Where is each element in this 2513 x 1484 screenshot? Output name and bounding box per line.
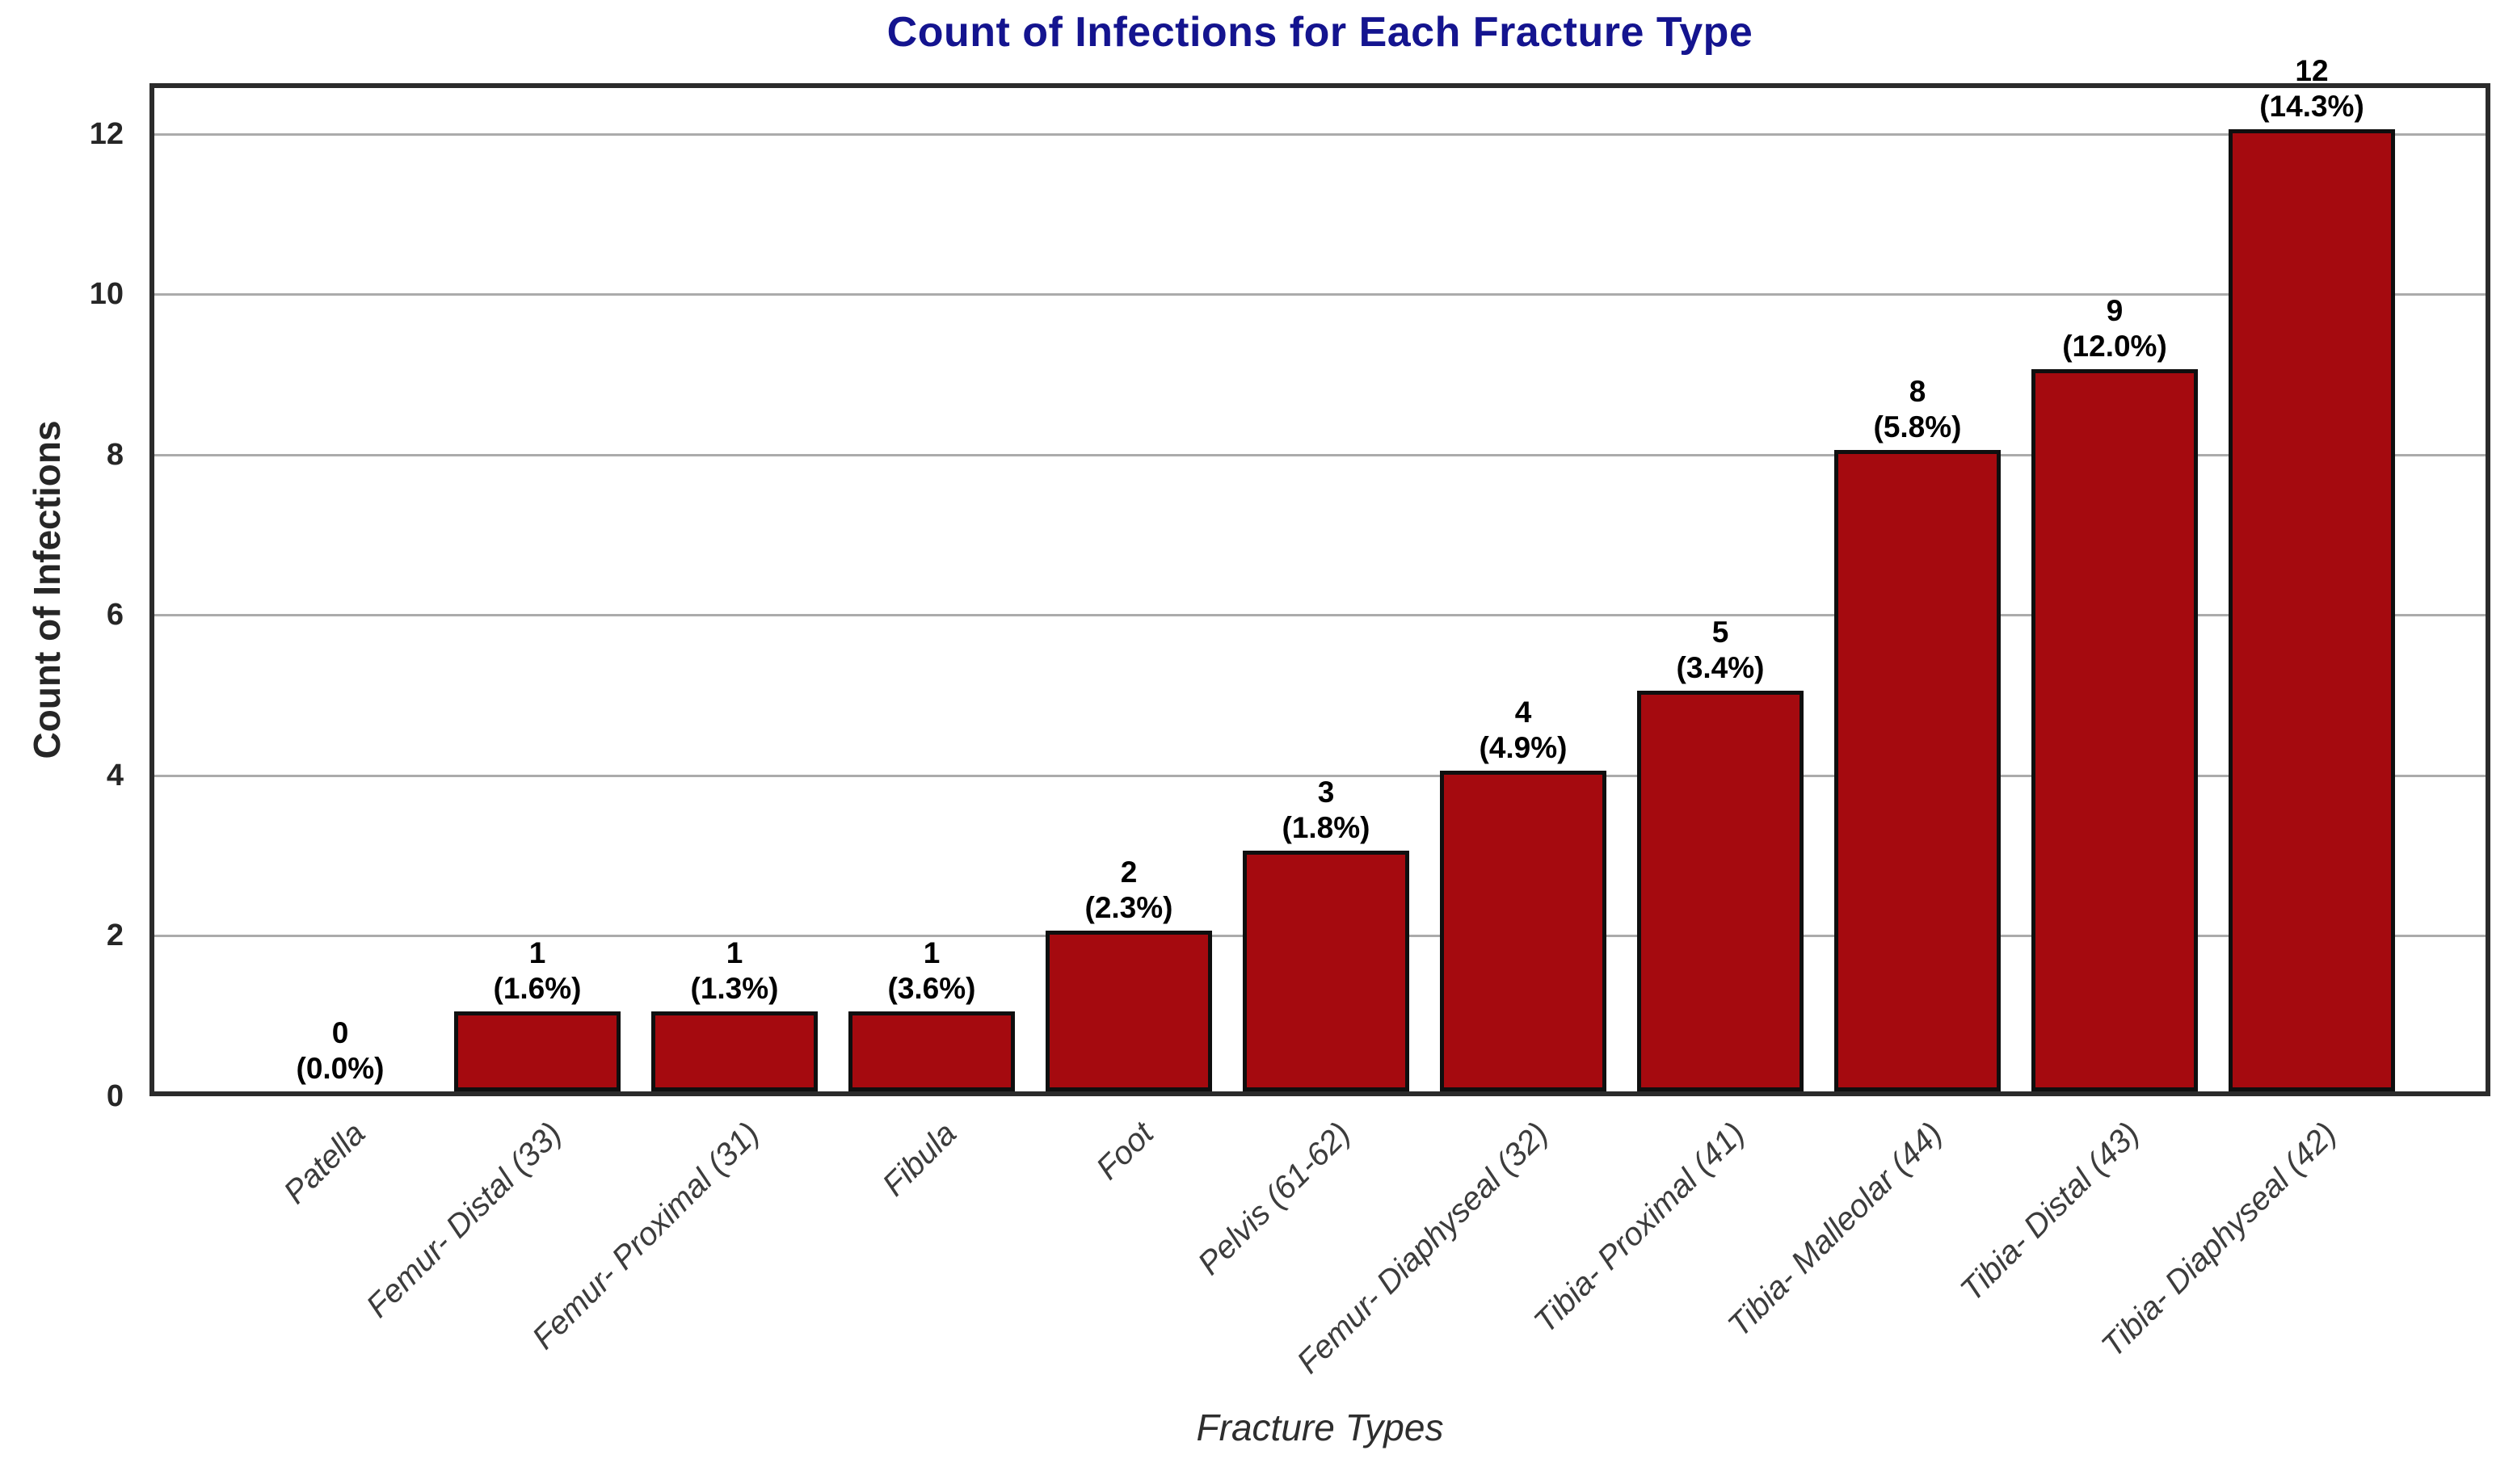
- x-tick-label: Pelvis (61-62): [1191, 1116, 1358, 1282]
- y-axis-title: Count of Infections: [26, 420, 68, 759]
- x-axis-title: Fracture Types: [1196, 1406, 1444, 1448]
- x-tick-label: Foot: [1089, 1116, 1161, 1187]
- x-tick-label: Patella: [276, 1116, 373, 1211]
- bar-percent: (1.6%): [493, 971, 582, 1005]
- bar-percent: (5.8%): [1873, 410, 1962, 444]
- bar-percent: (1.3%): [690, 971, 779, 1005]
- bar-value-label: 4 (4.9%): [1480, 695, 1568, 766]
- bar: [1834, 449, 2001, 1091]
- x-tick-label: Tibia- Distal (43): [1953, 1116, 2147, 1309]
- bar-count: 1: [726, 935, 743, 969]
- bar-value-label: 3 (1.8%): [1282, 775, 1370, 846]
- bar-percent: (4.9%): [1479, 730, 1568, 764]
- x-tick-label: Femur- Proximal (31): [525, 1116, 767, 1356]
- y-tick-label: 2: [106, 919, 124, 953]
- bar: [454, 1011, 621, 1091]
- bar: [2229, 128, 2395, 1091]
- bar-percent: (3.6%): [887, 971, 976, 1005]
- x-tick-label: Tibia- Malleolar (44): [1720, 1116, 1950, 1344]
- plot-area: [149, 83, 2490, 1096]
- y-tick-label: 0: [106, 1079, 124, 1113]
- y-tick-label: 8: [106, 437, 124, 472]
- chart-title: Count of Infections for Each Fracture Ty…: [886, 9, 1753, 56]
- bar-percent: (0.0%): [296, 1052, 385, 1085]
- y-tick-label: 6: [106, 598, 124, 633]
- bar-count: 4: [1514, 695, 1532, 729]
- bar-percent: (3.4%): [1676, 650, 1765, 684]
- bar-percent: (12.0%): [2062, 330, 2167, 364]
- bar: [1046, 931, 1212, 1091]
- y-tick-label: 4: [106, 758, 124, 792]
- bar-value-label: 1 (1.6%): [494, 935, 582, 1007]
- bar-count: 0: [331, 1016, 349, 1049]
- x-tick-label: Tibia- Proximal (41): [1527, 1116, 1753, 1340]
- bar-count: 3: [1317, 776, 1335, 809]
- gridline: [154, 614, 2486, 617]
- x-tick-label: Femur- Distal (33): [360, 1116, 570, 1325]
- bar: [848, 1011, 1015, 1091]
- bar-value-label: 12 (14.3%): [2259, 53, 2364, 124]
- gridline: [154, 293, 2486, 296]
- bar-count: 9: [2106, 294, 2124, 328]
- bar-count: 2: [1120, 856, 1138, 889]
- bar-percent: (1.8%): [1282, 811, 1370, 845]
- y-tick-label: 12: [89, 116, 124, 151]
- x-tick-label: Fibula: [875, 1116, 964, 1204]
- bar-percent: (2.3%): [1084, 891, 1173, 925]
- gridline: [154, 132, 2486, 136]
- bar: [1243, 851, 1409, 1091]
- bar: [1440, 770, 1606, 1091]
- bar-value-label: 0 (0.0%): [297, 1015, 385, 1087]
- bar-value-label: 1 (1.3%): [691, 935, 779, 1007]
- bar: [651, 1011, 818, 1091]
- bar-value-label: 9 (12.0%): [2062, 293, 2167, 364]
- bar-count: 12: [2295, 53, 2329, 87]
- gridline: [154, 453, 2486, 456]
- bar-count: 8: [1909, 374, 1926, 408]
- bar-value-label: 1 (3.6%): [888, 935, 976, 1007]
- bar-count: 5: [1711, 615, 1729, 649]
- bar-value-label: 5 (3.4%): [1677, 615, 1765, 686]
- bar: [1637, 690, 1804, 1091]
- bar-count: 1: [923, 935, 941, 969]
- y-tick-label: 10: [89, 277, 124, 312]
- bar-value-label: 8 (5.8%): [1874, 374, 1962, 445]
- gridline: [154, 774, 2486, 777]
- bar-count: 1: [528, 935, 546, 969]
- bar-percent: (14.3%): [2259, 89, 2364, 123]
- bar-value-label: 2 (2.3%): [1085, 855, 1173, 926]
- bar: [2031, 369, 2198, 1091]
